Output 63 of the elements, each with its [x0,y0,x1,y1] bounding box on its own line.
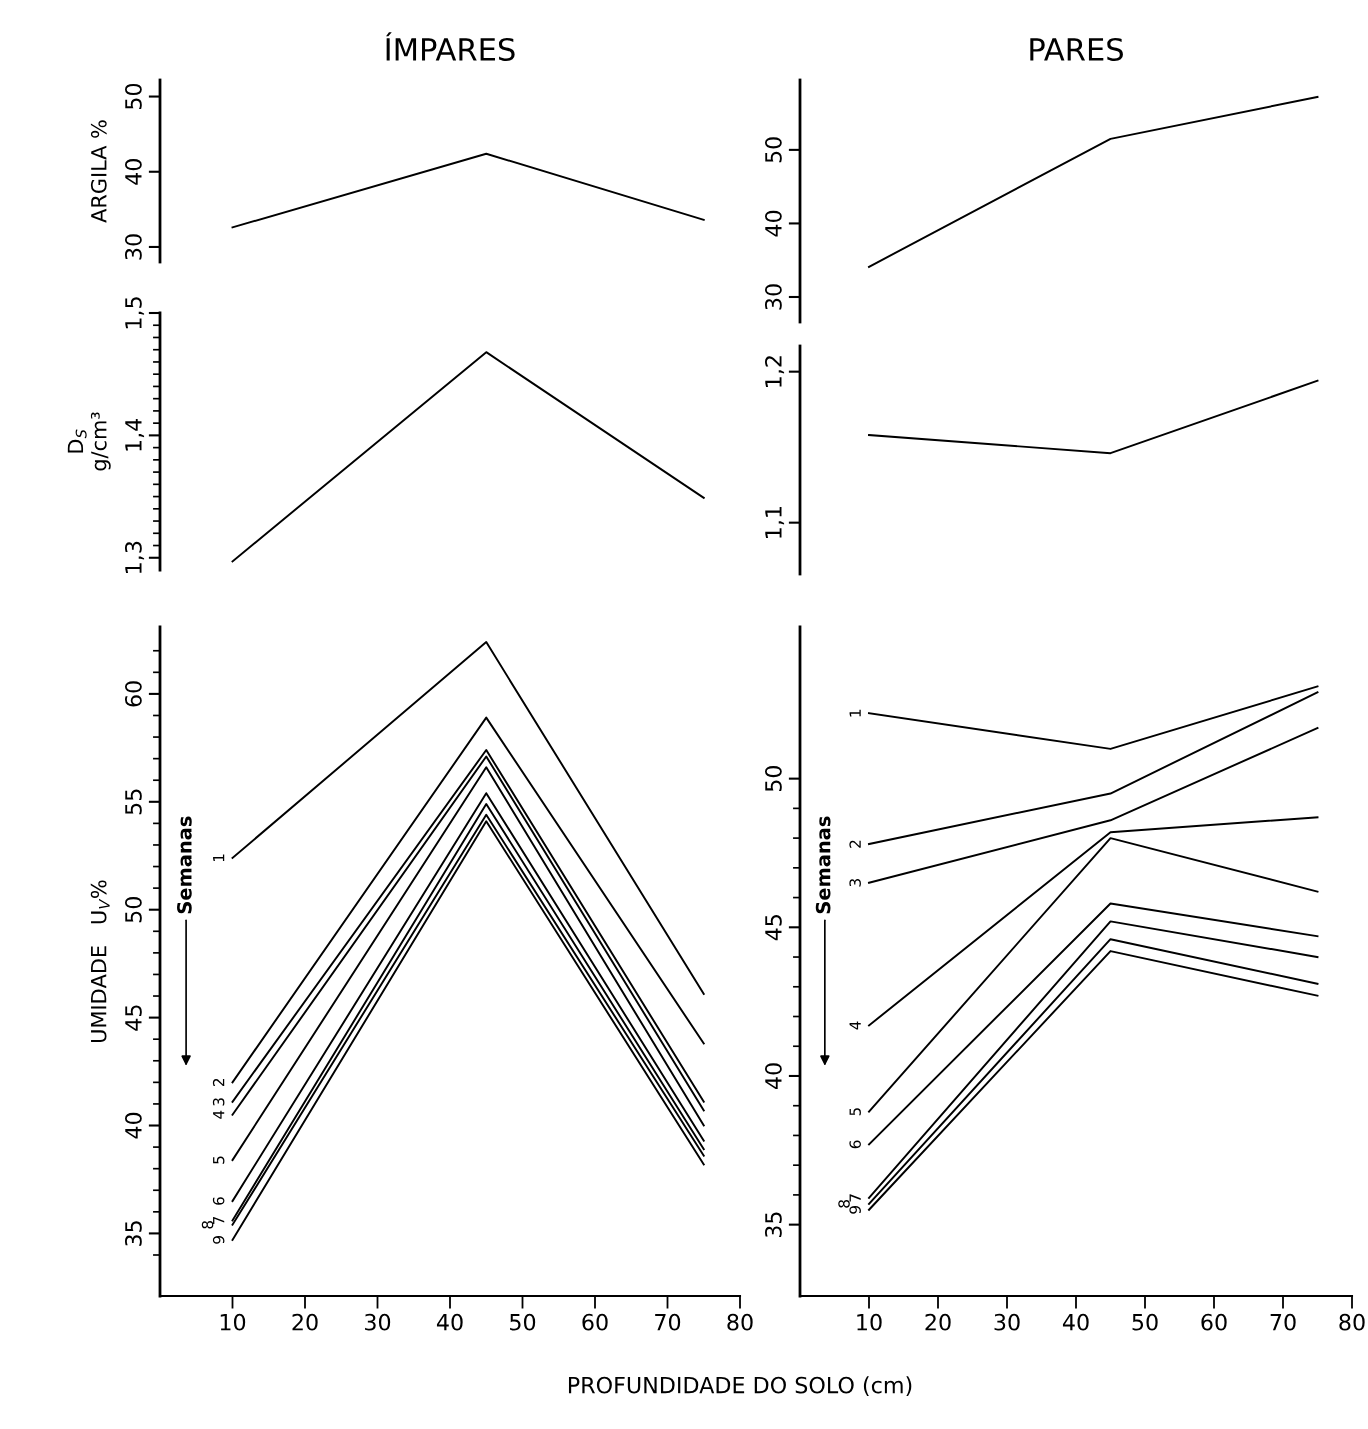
text: 4 [213,1110,225,1119]
text: 6 [849,1140,861,1149]
x-tick-label: 10 [220,1313,246,1331]
annotation: Semanas [815,816,831,914]
x-tick-label: 80 [727,1313,753,1331]
y-axis-title: D$_{S}$ g/cm³ [67,412,111,471]
text: 5 [849,1108,861,1116]
x-tick-label: 50 [510,1313,536,1331]
text: 1 [849,709,861,717]
x-tick-label: 80 [1339,1313,1365,1331]
x-tick-label: 30 [365,1313,391,1331]
y-tick-label: 45 [765,915,782,941]
x-tick-label: 70 [1270,1313,1296,1331]
y-tick-label: 60 [125,681,142,707]
chart-title: ÍMPARES [386,32,515,61]
text: 9 [849,1205,861,1214]
text: 4 [849,1021,861,1030]
y-tick-label: 1,4 [125,418,145,451]
x-tick-label: 10 [857,1313,882,1331]
text: 9 [212,1236,225,1244]
y-tick-label: 40 [125,1112,142,1139]
y-axis-title: ARGILA % [90,120,107,223]
text: 3 [849,879,861,887]
y-tick-label: 30 [765,284,782,310]
text: 7 [849,1194,861,1202]
y-tick-label: 35 [125,1221,142,1246]
text: 2 [212,1079,225,1087]
x-tick-label: 60 [582,1313,608,1331]
y-tick-label: 1,2 [765,356,785,387]
y-tick-label: 1,5 [125,297,145,329]
text: 1 [213,854,225,862]
x-tick-label: 50 [1132,1313,1158,1331]
y-tick-label: 1,1 [765,507,785,538]
y-tick-label: 40 [125,159,142,185]
x-tick-label: 70 [655,1313,681,1331]
y-tick-label: 50 [125,83,142,109]
text: 2 [849,840,861,848]
y-axis-title: UMIDADE U$_{V}$% [90,880,110,1042]
x-axis-title: PROFUNDIDADE DO SOLO (cm) [568,1376,912,1397]
x-tick-label: 30 [994,1313,1020,1331]
y-tick-label: 35 [765,1212,782,1238]
text: 5 [213,1156,225,1164]
y-tick-label: 50 [765,765,782,792]
y-tick-label: 55 [125,789,142,815]
text: 8 [838,1200,850,1208]
x-tick-label: 60 [1201,1313,1227,1331]
y-tick-label: 40 [765,210,782,237]
y-tick-label: 45 [125,1005,142,1031]
x-tick-label: 40 [436,1313,463,1331]
x-tick-label: 20 [925,1313,951,1331]
text: 6 [212,1197,225,1205]
text: 7 [213,1216,225,1225]
y-tick-label: 50 [125,897,142,923]
x-tick-label: 40 [1062,1313,1089,1331]
x-tick-label: 20 [292,1313,318,1331]
text: 3 [212,1098,225,1106]
y-tick-label: 50 [765,137,782,163]
y-tick-label: 40 [765,1063,782,1090]
chart-title: PARES [1030,37,1123,61]
text: 8 [201,1220,214,1229]
y-tick-label: 1,3 [125,541,145,573]
annotation: Semanas [177,816,192,914]
y-tick-label: 30 [125,234,142,260]
